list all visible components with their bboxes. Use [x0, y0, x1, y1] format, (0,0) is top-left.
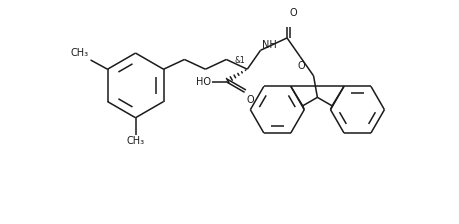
Text: NH: NH	[262, 40, 277, 50]
Text: HO: HO	[196, 77, 211, 86]
Text: CH₃: CH₃	[127, 136, 145, 146]
Text: &1: &1	[235, 56, 246, 65]
Text: CH₃: CH₃	[71, 48, 89, 58]
Text: O: O	[246, 95, 254, 105]
Text: O: O	[289, 8, 297, 18]
Text: O: O	[297, 61, 305, 71]
